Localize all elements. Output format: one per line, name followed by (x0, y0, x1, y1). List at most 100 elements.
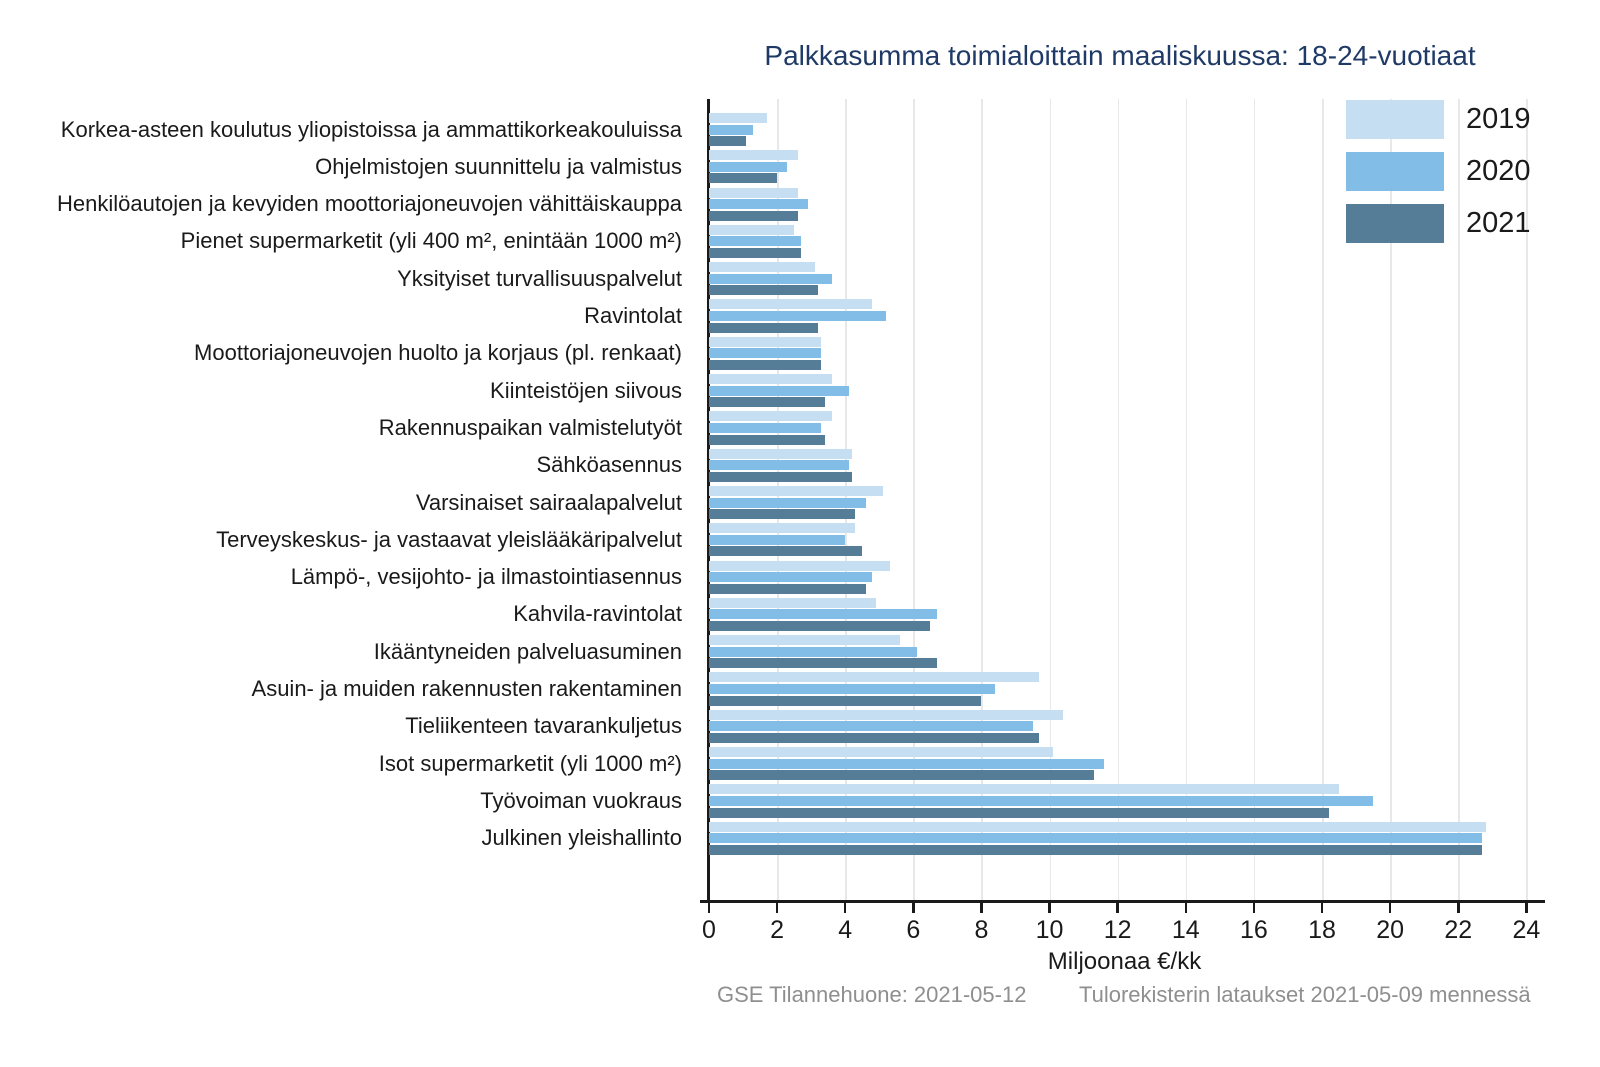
x-tick-mark-20 (1388, 902, 1392, 913)
bar-group (709, 784, 1540, 818)
x-tick-mark-14 (1184, 902, 1188, 913)
gridline-12 (1117, 99, 1120, 900)
bar-group (709, 485, 1540, 520)
footer-source-right: Tulorekisterin lataukset 2021-05-09 menn… (1079, 982, 1531, 1007)
category-label: Lämpö-, vesijohto- ja ilmastointiasennus (290, 564, 682, 590)
legend: 2019 2020 2021 (1346, 100, 1531, 256)
bar-2020 (709, 497, 866, 508)
category-label: Ohjelmistojen suunnittelu ja valmistus (315, 153, 682, 179)
bar-2020 (709, 236, 801, 247)
bar-group (709, 224, 1540, 259)
bar-2019 (709, 821, 1486, 832)
bar-group (709, 113, 1540, 147)
bar-2020 (709, 124, 754, 135)
bar-2021 (709, 322, 818, 333)
x-tick-mark-16 (1252, 902, 1256, 913)
legend-item-2019: 2019 (1346, 100, 1531, 139)
bar-2021 (709, 621, 931, 632)
category-label: Kahvila-ravintolat (513, 601, 682, 627)
category-label: Terveyskeskus- ja vastaavat yleislääkäri… (216, 526, 682, 552)
bar-2021 (709, 695, 982, 706)
x-axis-line (700, 900, 1545, 903)
gridline-20 (1390, 99, 1392, 900)
bar-group (709, 150, 1540, 184)
bar-2019 (709, 523, 856, 534)
category-label: Julkinen yleishallinto (481, 825, 682, 851)
category-label: Ikääntyneiden palveluasuminen (373, 638, 682, 664)
bar-2021 (709, 844, 1483, 855)
x-tick-mark-2 (775, 902, 779, 913)
bar-2021 (709, 248, 801, 259)
x-tick-label-4: 4 (838, 916, 853, 944)
bar-2019 (709, 336, 822, 347)
gridline-16 (1253, 99, 1256, 900)
bar-2019 (709, 672, 1040, 683)
gridline-8 (981, 99, 983, 900)
bar-2021 (709, 210, 798, 221)
x-axis-label: Miljoonaa €/kk (1047, 948, 1202, 975)
bar-2021 (709, 471, 853, 482)
category-label: Henkilöautojen ja kevyiden moottoriajone… (57, 191, 682, 217)
bar-2019 (709, 784, 1340, 795)
bar-2019 (709, 374, 832, 385)
bar-2021 (709, 173, 778, 184)
bar-2020 (709, 311, 887, 322)
bar-2019 (709, 411, 832, 422)
category-label: Moottoriajoneuvojen huolto ja korjaus (p… (194, 340, 682, 366)
x-tick-mark-18 (1320, 902, 1324, 913)
bar-2019 (709, 150, 798, 161)
x-tick-label-24: 24 (1512, 916, 1541, 944)
category-label: Rakennuspaikan valmistelutyöt (378, 414, 682, 440)
bar-2019 (709, 747, 1053, 758)
category-label: Kiinteistöjen siivous (490, 377, 682, 403)
bar-2019 (709, 299, 873, 310)
y-axis-line (707, 99, 710, 900)
category-label: Isot supermarketit (yli 1000 m²) (378, 750, 682, 776)
bar-group (709, 262, 1540, 296)
x-tick-mark-22 (1457, 902, 1460, 913)
bar-2019 (709, 187, 798, 198)
bar-2020 (709, 646, 917, 657)
x-tick-label-6: 6 (906, 916, 921, 944)
x-tick-label-2: 2 (770, 916, 785, 944)
category-label: Asuin- ja muiden rakennusten rakentamine… (251, 676, 682, 702)
bar-2021 (709, 732, 1040, 743)
bar-2021 (709, 359, 822, 370)
x-tick-label-22: 22 (1444, 916, 1473, 944)
bar-2020 (709, 795, 1374, 806)
legend-label-2019: 2019 (1466, 103, 1531, 135)
bar-2020 (709, 273, 832, 284)
bar-2020 (709, 833, 1483, 844)
bar-2019 (709, 709, 1064, 720)
legend-swatch-2020 (1346, 152, 1444, 191)
category-label: Korkea-asteen koulutus yliopistoissa ja … (60, 116, 682, 142)
bar-2021 (709, 509, 856, 520)
bar-2019 (709, 113, 767, 123)
bar-group (709, 635, 1540, 669)
category-label: Yksityiset turvallisuuspalvelut (397, 265, 682, 291)
category-axis-labels: Korkea-asteen koulutus yliopistoissa ja … (0, 113, 682, 859)
legend-swatch-2019 (1346, 100, 1444, 139)
x-tick-mark-10 (1048, 902, 1051, 913)
bar-2021 (709, 807, 1329, 818)
x-tick-label-0: 0 (702, 916, 716, 944)
bar-2020 (709, 348, 822, 359)
bar-2020 (709, 758, 1105, 769)
x-tick-mark-4 (843, 902, 847, 913)
gridline-10 (1049, 99, 1052, 900)
bar-2021 (709, 658, 938, 669)
bar-2020 (709, 460, 849, 471)
x-tick-label-16: 16 (1240, 916, 1268, 944)
legend-label-2021: 2021 (1466, 207, 1531, 239)
legend-item-2021: 2021 (1346, 204, 1531, 243)
chart-title: Palkkasumma toimialoittain maaliskuussa:… (764, 40, 1476, 71)
x-tick-mark-8 (980, 902, 983, 913)
bar-group (709, 187, 1540, 221)
x-tick-mark-6 (912, 902, 915, 913)
bar-2019 (709, 560, 890, 571)
x-tick-label-10: 10 (1035, 916, 1064, 944)
bar-2020 (709, 161, 788, 172)
footer-source-left: GSE Tilannehuone: 2021-05-12 (717, 982, 1027, 1007)
bar-2021 (709, 136, 747, 147)
